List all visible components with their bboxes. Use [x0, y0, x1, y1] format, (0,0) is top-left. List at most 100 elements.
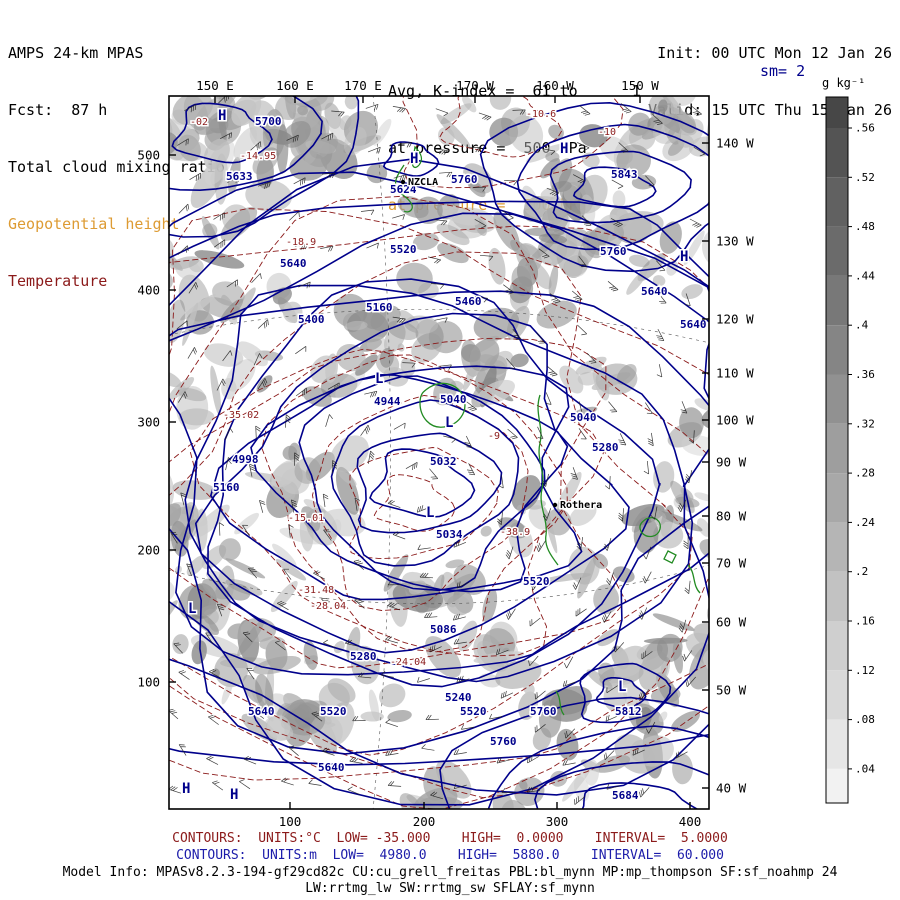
wind-barb [498, 475, 504, 489]
height-contour [330, 399, 520, 567]
wind-barb [607, 281, 619, 292]
cloud-shade [586, 669, 613, 690]
height-label: 5400 [298, 313, 325, 326]
wind-barb [678, 619, 687, 633]
axis-ticks [169, 96, 709, 809]
wind-barb [419, 572, 434, 579]
height-label: 4998 [232, 453, 259, 466]
wind-barb [259, 499, 266, 513]
wind-barb [578, 428, 587, 440]
cloud-shade [177, 387, 207, 402]
height-contour [169, 212, 709, 755]
wind-barb [354, 598, 365, 609]
wind-barb [542, 148, 556, 156]
cloud-shade [366, 336, 387, 353]
height-contour [439, 696, 709, 809]
wind-barb [225, 457, 233, 471]
cloud-shade [282, 301, 303, 323]
cloud-shade [435, 760, 472, 799]
axis-label-right: 80 W [716, 508, 747, 524]
cloud-shade [482, 588, 498, 623]
cloud-shade [511, 475, 541, 512]
cloud-shade [532, 727, 552, 751]
field-temp-label: Temperature [8, 272, 108, 290]
wind-barb [675, 751, 688, 759]
height-contour-layer [169, 96, 709, 809]
cloud-shade [679, 407, 704, 439]
cloud-shade [343, 110, 379, 146]
wind-barb [472, 186, 487, 192]
height-label: 5520 [460, 705, 487, 718]
high-low-marker: L [618, 679, 626, 695]
cloud-shade [501, 107, 530, 138]
wind-barb [189, 172, 202, 182]
height-contour [298, 375, 547, 592]
cloud-shade [328, 114, 351, 146]
wind-barb [474, 218, 487, 229]
wind-barb [367, 450, 375, 464]
wind-barb [570, 467, 578, 480]
wind-barb [435, 108, 449, 117]
height-contour [194, 312, 630, 654]
wind-barb [227, 176, 240, 183]
latlon-gridline [169, 309, 709, 344]
wind-barb [501, 787, 515, 794]
wind-barb [468, 147, 482, 153]
wind-barb [173, 642, 183, 654]
cloud-shade [438, 127, 455, 146]
wind-barb [403, 247, 417, 254]
wind-barb [250, 141, 262, 151]
axis-label-top: 150 E [196, 78, 234, 93]
height-label: 5040 [440, 393, 467, 406]
axis-label-right: 60 W [716, 614, 747, 630]
temperature-contour [169, 195, 709, 809]
coastline [411, 145, 423, 169]
coastline [394, 164, 413, 213]
cloud-shade [245, 179, 292, 212]
wind-barb [538, 248, 550, 259]
temperature-label: -10.6 [526, 109, 556, 120]
wind-barb [424, 612, 438, 618]
cloud-shade [275, 559, 307, 581]
wind-barb [645, 175, 655, 187]
cloud-shade [446, 595, 471, 616]
latlon-gridline [169, 564, 709, 605]
wind-barb [529, 617, 541, 627]
cloud-shade [586, 222, 625, 256]
wind-barb [534, 690, 546, 700]
wind-barb [512, 328, 522, 340]
cloud-shade [579, 124, 608, 148]
colorbar-segment [826, 670, 848, 720]
axis-label-right: 90 W [716, 454, 747, 470]
cloud-shade [536, 300, 577, 329]
cloud-shade [694, 398, 709, 411]
cloud-shade [440, 103, 472, 125]
wind-barb [527, 755, 539, 764]
wind-barb [638, 689, 650, 701]
height-label: 5843 [611, 168, 638, 181]
wind-barb [439, 171, 453, 178]
cloud-shade [653, 461, 675, 493]
wind-barb [456, 675, 470, 683]
wind-barb [430, 283, 445, 289]
cloud-shade [438, 204, 480, 226]
cloud-shade [191, 640, 207, 665]
high-low-marker: L [375, 371, 383, 387]
axis-label-right: 40 W [716, 780, 747, 796]
wind-barb [425, 714, 439, 720]
height-contour [250, 373, 569, 593]
cloud-shade [343, 126, 367, 156]
wind-barb [366, 242, 379, 249]
wind-barb [575, 608, 587, 617]
axis-label-right: 110 W [716, 365, 754, 381]
height-label: 5280 [592, 441, 619, 454]
temperature-contour [261, 354, 569, 653]
wind-barb [212, 780, 224, 791]
cloud-shade [480, 525, 492, 537]
wind-barb [453, 783, 467, 790]
wind-barb [452, 613, 466, 621]
cloud-shade [325, 353, 338, 383]
wind-barb [563, 656, 574, 669]
cloud-shade [568, 406, 598, 419]
wind-barb [638, 607, 648, 620]
